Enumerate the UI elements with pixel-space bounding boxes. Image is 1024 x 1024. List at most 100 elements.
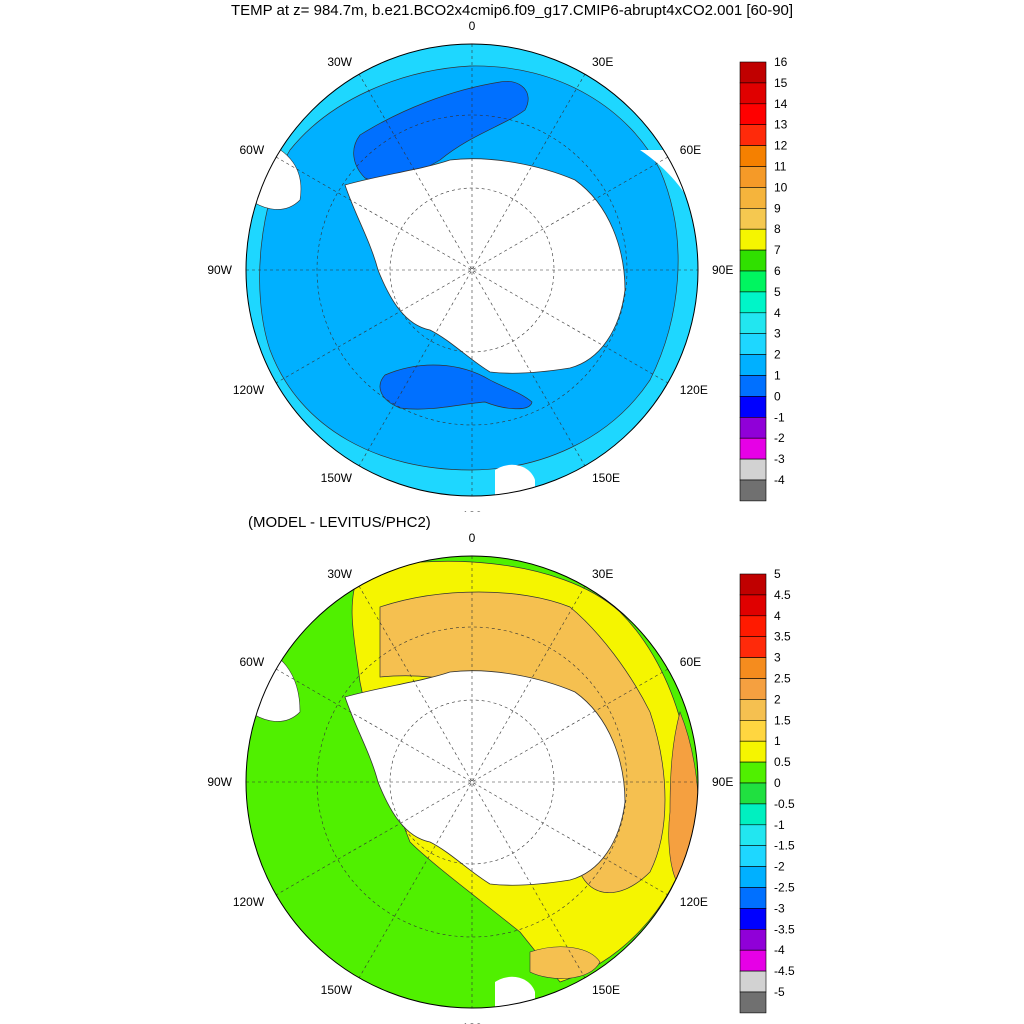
colorbar-swatch [739, 270, 767, 293]
longitude-label: 90E [712, 775, 733, 789]
map-boundary [245, 555, 699, 1009]
colorbar-tick-label: -2 [774, 860, 785, 874]
colorbar-swatch [739, 803, 767, 826]
colorbar-tick-label: -1 [774, 818, 785, 832]
longitude-label: 90W [207, 263, 232, 277]
longitude-label: 150W [321, 471, 353, 485]
difference-map-field [246, 556, 698, 1008]
colorbar-swatch [739, 740, 767, 763]
colorbar-swatch [739, 573, 767, 596]
temperature-map-panel: 0 30E 60E 90E 120E 150E 180 150W 120W 90W 60W 30W 1… [207, 19, 788, 512]
longitude-label: 180 [462, 1021, 482, 1024]
longitude-label: 150E [592, 983, 620, 997]
difference-map-panel: 0 30E 60E 90E 120E 150E 180 150W 120W 90W 60W 30W 5… [207, 531, 795, 1024]
longitude-label: 90E [712, 263, 733, 277]
graticule [246, 556, 698, 1008]
longitude-label: 30E [592, 55, 613, 69]
colorbar-tick-label: 5 [774, 567, 781, 581]
colorbar-swatch [739, 699, 767, 721]
colorbar-tick-label: 3.5 [774, 630, 791, 644]
longitude-label: 150E [592, 471, 620, 485]
graticule [246, 44, 698, 496]
colorbar-tick-label: 4.5 [774, 588, 791, 602]
colorbar-tick-label: 2.5 [774, 672, 791, 686]
colorbar-swatch [739, 312, 767, 334]
longitude-label: 60W [240, 143, 265, 157]
colorbar-swatch [739, 678, 767, 700]
colorbar-tick-label: 9 [774, 201, 781, 215]
colorbar-swatch [739, 720, 767, 742]
colorbar-tick-label: 4 [774, 609, 781, 623]
colorbar-swatch [739, 824, 767, 846]
colorbar-swatch [739, 291, 767, 314]
colorbar-tick-label: -4 [774, 473, 785, 487]
antarctica-landmass [344, 158, 626, 374]
colorbar-swatch [739, 636, 767, 658]
colorbar-tick-label: -3.5 [774, 922, 795, 936]
colorbar-tick-label: 11 [774, 160, 787, 174]
colorbar-tick-label: 1 [774, 369, 781, 383]
colorbar-tick-label: -3 [774, 452, 785, 466]
colorbar-tick-label: -4.5 [774, 964, 795, 978]
longitude-label: 120W [233, 383, 265, 397]
longitude-label: 0 [469, 19, 476, 33]
longitude-label: 120E [680, 895, 708, 909]
colorbar-swatch [739, 82, 767, 105]
colorbar-tick-label: -2 [774, 431, 785, 445]
colorbar-swatch [739, 615, 767, 638]
colorbar-swatch [739, 416, 767, 439]
difference-subtitle: (MODEL - LEVITUS/PHC2) [248, 514, 431, 531]
colorbar-swatch [739, 845, 767, 867]
colorbar-swatch [739, 657, 767, 679]
colorbar-swatch [739, 249, 767, 272]
colorbar-swatch [739, 228, 767, 251]
longitude-label: 0 [469, 531, 476, 545]
colorbar-tick-label: 0 [774, 776, 781, 790]
colorbar-tick-label: 13 [774, 118, 788, 132]
colorbar-swatch [739, 354, 767, 376]
positive-anomaly-southern [529, 946, 601, 979]
colorbar-tick-label: 14 [774, 97, 788, 111]
colorbar-swatch [739, 458, 767, 481]
colorbar-swatch [739, 166, 767, 188]
colorbar-swatch [739, 208, 767, 230]
cold-pool-weddell [353, 80, 529, 181]
colorbar-tick-label: -0.5 [774, 797, 795, 811]
map-boundary [245, 43, 699, 497]
colorbar-swatch [739, 887, 767, 909]
colorbar-tick-label: 0.5 [774, 755, 791, 769]
colorbar-swatch [739, 187, 767, 209]
colorbar-swatch [739, 124, 767, 146]
colorbar-tick-label: 1 [774, 734, 781, 748]
colorbar-swatch [739, 594, 767, 617]
colorbar-tick-label: 10 [774, 180, 788, 194]
longitude-label: 60E [680, 143, 701, 157]
longitude-label: 30W [327, 55, 352, 69]
colorbar-tick-label: -3 [774, 901, 785, 915]
longitude-label: 60E [680, 655, 701, 669]
difference-colorbar: 5 4.5 4 3.5 3 2.5 2 1.5 1 0.5 0 -0.5 -1 -1.5 -2 -2.5 -3 -… [739, 567, 795, 1014]
colorbar-tick-label: -5 [774, 985, 785, 999]
colorbar-tick-label: 2 [774, 348, 781, 362]
colorbar-swatch [739, 103, 767, 126]
colorbar-tick-label: -2.5 [774, 881, 795, 895]
colorbar-swatch [739, 908, 767, 930]
colorbar-swatch [739, 145, 767, 167]
colorbar-tick-label: 5 [774, 285, 781, 299]
colorbar-tick-label: 3 [774, 651, 781, 665]
cold-pool-ross [379, 364, 533, 410]
longitude-label: 180 [462, 509, 482, 512]
longitude-label: 120W [233, 895, 265, 909]
colorbar-tick-label: 6 [774, 264, 781, 278]
colorbar-tick-label: 2 [774, 692, 781, 706]
longitude-labels: 0 30E 60E 90E 120E 150E 180 150W 120W 90W 60W 30W [207, 19, 733, 512]
colorbar-tick-label: 3 [774, 327, 781, 341]
colorbar-tick-label: -1.5 [774, 839, 795, 853]
colorbar-swatch [739, 949, 767, 972]
colorbar-tick-label: 4 [774, 306, 781, 320]
colorbar-swatch [739, 479, 767, 502]
antarctica-landmass [344, 670, 626, 886]
longitude-label: 120E [680, 383, 708, 397]
colorbar-swatch [739, 991, 767, 1014]
colorbar-swatch [739, 761, 767, 784]
